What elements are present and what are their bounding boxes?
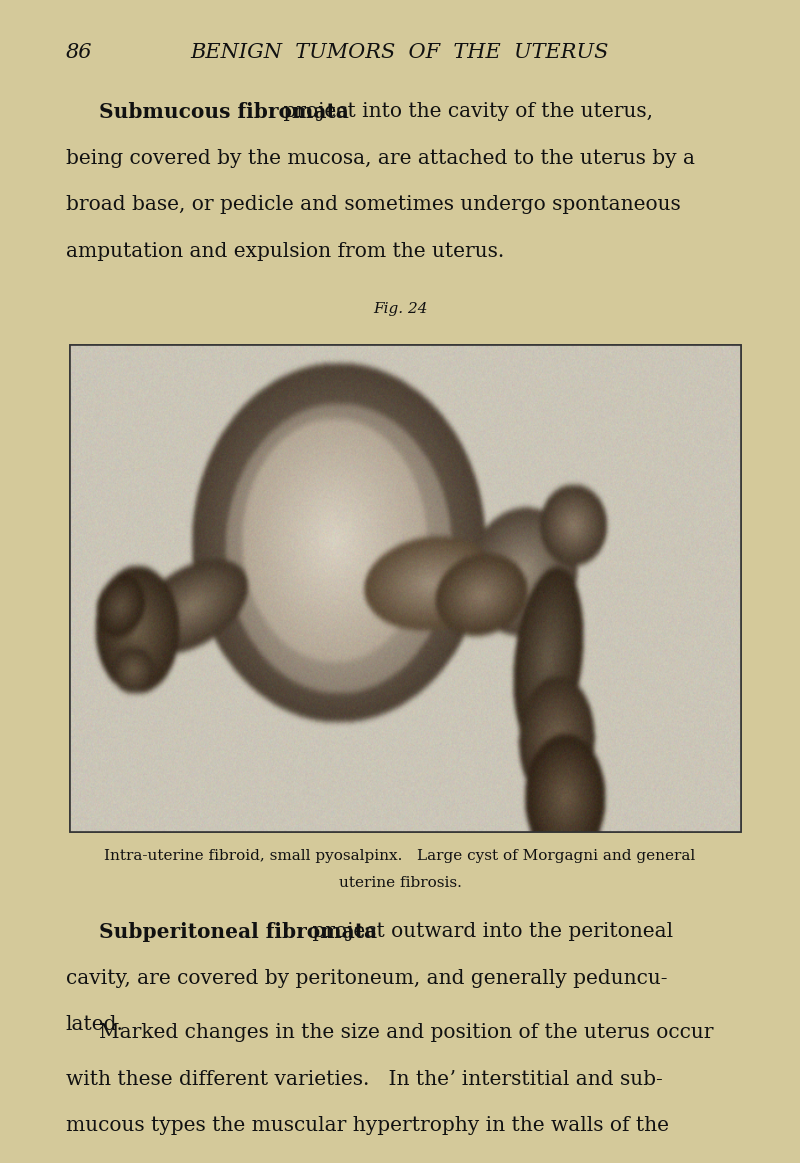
Text: BENIGN  TUMORS  OF  THE  UTERUS: BENIGN TUMORS OF THE UTERUS bbox=[191, 43, 609, 62]
Text: Fig. 24: Fig. 24 bbox=[373, 302, 427, 316]
Text: Submucous fibromata: Submucous fibromata bbox=[99, 102, 349, 122]
Text: uterine fibrosis.: uterine fibrosis. bbox=[338, 876, 462, 890]
Bar bbox=[70, 345, 741, 832]
Text: Subperitoneal fibromata: Subperitoneal fibromata bbox=[99, 922, 378, 942]
Text: with these different varieties.   In theʼ interstitial and sub-: with these different varieties. In theʼ … bbox=[66, 1070, 662, 1089]
Text: mucous types the muscular hypertrophy in the walls of the: mucous types the muscular hypertrophy in… bbox=[66, 1116, 669, 1135]
Bar bbox=[70, 345, 741, 832]
Text: broad base, or pedicle and sometimes undergo spontaneous: broad base, or pedicle and sometimes und… bbox=[66, 195, 680, 214]
Text: Marked changes in the size and position of the uterus occur: Marked changes in the size and position … bbox=[99, 1023, 714, 1042]
Text: lated.: lated. bbox=[66, 1015, 123, 1034]
Text: 86: 86 bbox=[66, 43, 92, 62]
Text: Intra-uterine fibroid, small pyosalpinx.   Large cyst of Morgagni and general: Intra-uterine fibroid, small pyosalpinx.… bbox=[104, 849, 696, 863]
Text: project into the cavity of the uterus,: project into the cavity of the uterus, bbox=[277, 102, 653, 121]
Text: being covered by the mucosa, are attached to the uterus by a: being covered by the mucosa, are attache… bbox=[66, 149, 694, 167]
Text: amputation and expulsion from the uterus.: amputation and expulsion from the uterus… bbox=[66, 242, 504, 261]
Text: cavity, are covered by peritoneum, and generally peduncu-: cavity, are covered by peritoneum, and g… bbox=[66, 969, 667, 987]
Text: project outward into the peritoneal: project outward into the peritoneal bbox=[306, 922, 673, 941]
